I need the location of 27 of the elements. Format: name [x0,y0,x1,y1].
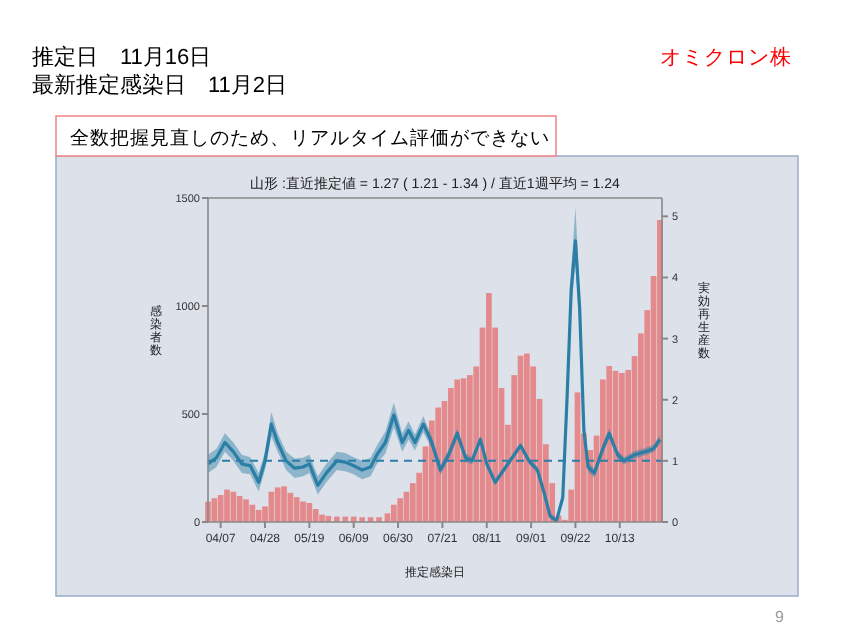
bar [397,498,404,522]
text: オミクロン株 [660,44,792,70]
bar [255,509,262,522]
text: 9 [775,608,786,626]
text: 推定日 11月16日 [32,44,212,70]
text: 全数把握見直しのため、リアルタイム評価ができない [70,126,550,150]
bar [606,366,613,522]
bar [435,407,442,522]
bar [249,504,256,522]
bar [236,496,243,522]
bar [230,491,237,522]
bar [312,509,319,522]
bar [486,293,492,522]
bar [619,372,625,522]
bar [243,499,249,522]
bar [390,504,397,522]
bar [524,353,530,522]
bar [300,501,306,522]
bar [281,486,287,522]
bar [217,495,224,522]
bar [454,379,461,522]
bar [293,497,300,522]
bar [224,489,230,522]
bar [274,487,281,522]
bar [268,491,275,522]
text: 最新推定感染日 11月2日 [32,72,288,98]
bar [211,498,218,522]
